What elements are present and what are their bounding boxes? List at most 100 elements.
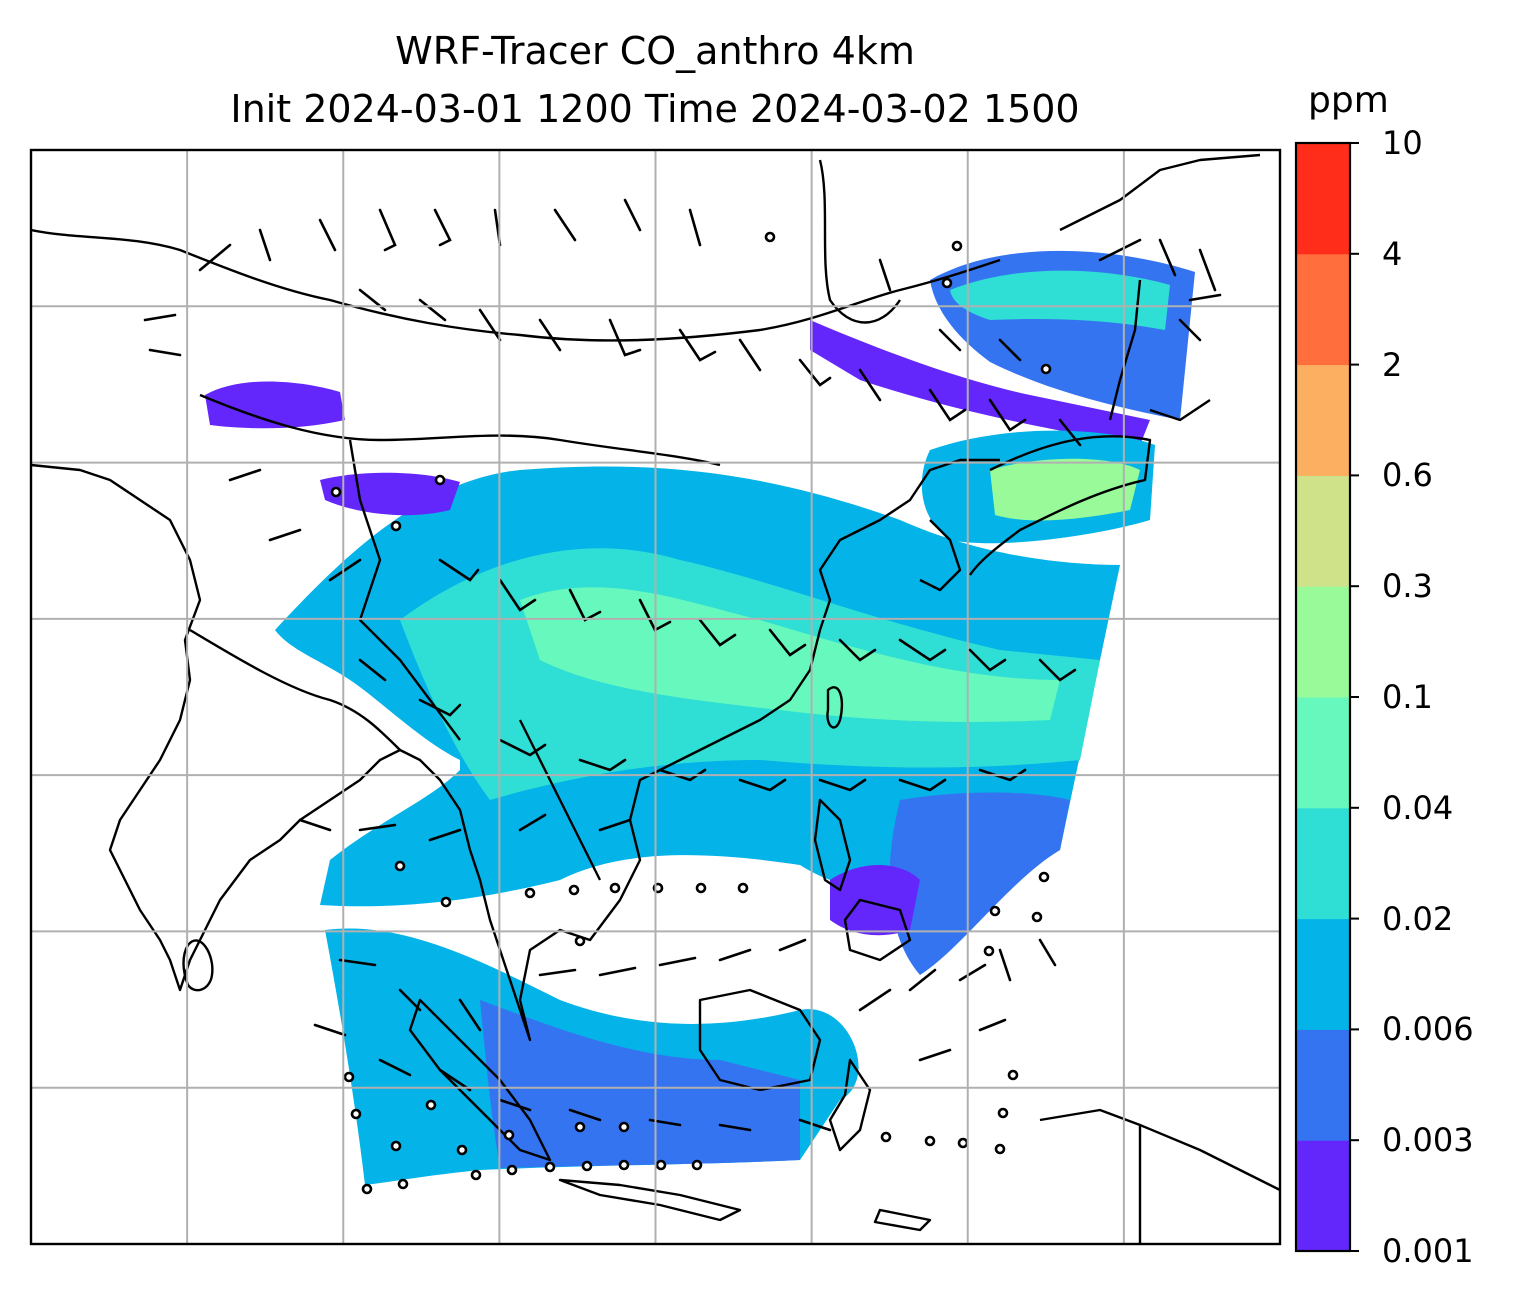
coastline-northeast xyxy=(1059,153,1261,232)
colorbar-tick-label: 0.04 xyxy=(1382,788,1454,827)
coastline-new-guinea xyxy=(1039,1108,1280,1192)
calm-marker xyxy=(764,231,776,243)
colorbar-tick-marks xyxy=(1350,142,1359,1252)
border-interior-6 xyxy=(518,719,602,881)
calm-marker xyxy=(1040,363,1052,375)
plume-west xyxy=(205,381,345,429)
coastline-java xyxy=(558,1178,742,1222)
border-interior-1 xyxy=(31,228,1001,342)
calm-marker xyxy=(394,860,406,872)
calm-marker xyxy=(609,882,621,894)
calm-marker xyxy=(1038,871,1050,883)
coastline-timor xyxy=(873,1208,932,1232)
calm-marker xyxy=(343,1071,355,1083)
colorbar-tick-label: 0.006 xyxy=(1382,1010,1474,1049)
colorbar-segment xyxy=(1296,586,1350,698)
calm-marker xyxy=(655,1159,667,1171)
coastline-bay-of-bengal xyxy=(203,748,472,931)
calm-marker xyxy=(618,1121,630,1133)
calm-marker xyxy=(1031,911,1043,923)
wind-barb xyxy=(143,198,1222,1132)
coastline-philippines-luzon xyxy=(813,798,852,892)
calm-marker xyxy=(880,1131,892,1143)
colorbar-segments xyxy=(1296,143,1350,1252)
calm-marker xyxy=(989,905,1001,917)
colorbar-tick-label: 10 xyxy=(1382,124,1423,162)
calm-marker xyxy=(390,520,402,532)
calm-marker xyxy=(440,896,452,908)
coastline-sulawesi xyxy=(828,1058,872,1152)
colorbar-tick-label: 0.3 xyxy=(1382,567,1433,606)
calm-marker xyxy=(924,1135,936,1147)
chart-title-line-2: Init 2024-03-01 1200 Time 2024-03-02 150… xyxy=(230,87,1080,131)
calm-marker xyxy=(951,240,963,252)
calm-marker xyxy=(618,1159,630,1171)
chart-title-line-1: WRF-Tracer CO_anthro 4km xyxy=(395,29,915,73)
plume-west-2 xyxy=(320,472,460,516)
border-interior-2 xyxy=(199,393,721,467)
colorbar-segment xyxy=(1296,1140,1350,1252)
border-interior-3 xyxy=(348,439,461,741)
coastline-indochina xyxy=(468,738,721,1042)
calm-marker xyxy=(574,1121,586,1133)
calm-marker xyxy=(425,1099,437,1111)
coastline-indian-subcontinent xyxy=(31,463,207,992)
colorbar-segment xyxy=(1296,475,1350,587)
coastline-philippines-south xyxy=(843,898,912,962)
calm-marker xyxy=(695,882,707,894)
colorbar-unit-label: ppm xyxy=(1308,80,1389,121)
colorbar-segment xyxy=(1296,364,1350,476)
coastline-china xyxy=(719,458,1000,742)
coastline-japan xyxy=(969,435,1152,576)
calm-marker xyxy=(330,486,342,498)
calm-marker xyxy=(350,1108,362,1120)
calm-marker xyxy=(470,1169,482,1181)
calm-marker xyxy=(503,1129,515,1141)
colorbar-tick-label: 2 xyxy=(1382,345,1403,384)
calm-marker xyxy=(581,1160,593,1172)
map-frame xyxy=(29,148,1282,1246)
calm-marker xyxy=(397,1178,409,1190)
plume-north-inner xyxy=(950,270,1170,330)
calm-marker xyxy=(524,887,536,899)
calm-marker xyxy=(390,1140,402,1152)
colorbar-segment xyxy=(1296,1029,1350,1141)
gridlines xyxy=(31,150,1280,1244)
calm-marker xyxy=(434,474,446,486)
wind-barbs xyxy=(143,198,1222,1132)
calm-marker xyxy=(983,945,995,957)
calm-marker xyxy=(997,1107,1009,1119)
colorbar-tick-label: 0.1 xyxy=(1382,678,1433,716)
plume-northeast-core xyxy=(990,458,1140,521)
calm-marker xyxy=(691,1159,703,1171)
colorbar-tick-label: 0.001 xyxy=(1382,1232,1474,1270)
calm-marker xyxy=(506,1164,518,1176)
calm-marker xyxy=(941,277,953,289)
coastline-taiwan xyxy=(826,686,844,729)
coastline-sri-lanka xyxy=(182,939,214,992)
calm-marker xyxy=(456,1144,468,1156)
calm-marker xyxy=(737,882,749,894)
calm-marker xyxy=(568,884,580,896)
tracer-field xyxy=(205,250,1195,1185)
calm-marker xyxy=(574,935,586,947)
colorbar-tick-label: 0.02 xyxy=(1382,899,1454,938)
calm-marker xyxy=(361,1183,373,1195)
coastlines xyxy=(31,153,1280,1244)
plume-east-2 xyxy=(830,865,920,936)
colorbar-segment xyxy=(1296,253,1350,366)
colorbar-segment xyxy=(1296,807,1350,920)
calm-marker xyxy=(1007,1069,1019,1081)
coastline-korea xyxy=(919,519,962,592)
plume-east xyxy=(889,792,1070,975)
coastline-sumatra xyxy=(408,998,552,1162)
calm-marker xyxy=(544,1161,556,1173)
plume-band-1 xyxy=(810,320,1150,445)
border-interior-5 xyxy=(818,159,901,324)
calm-wind-markers xyxy=(330,231,1052,1195)
calm-marker xyxy=(994,1143,1006,1155)
colorbar-tick-label: 4 xyxy=(1382,234,1403,273)
colorbar-segment xyxy=(1296,918,1350,1030)
